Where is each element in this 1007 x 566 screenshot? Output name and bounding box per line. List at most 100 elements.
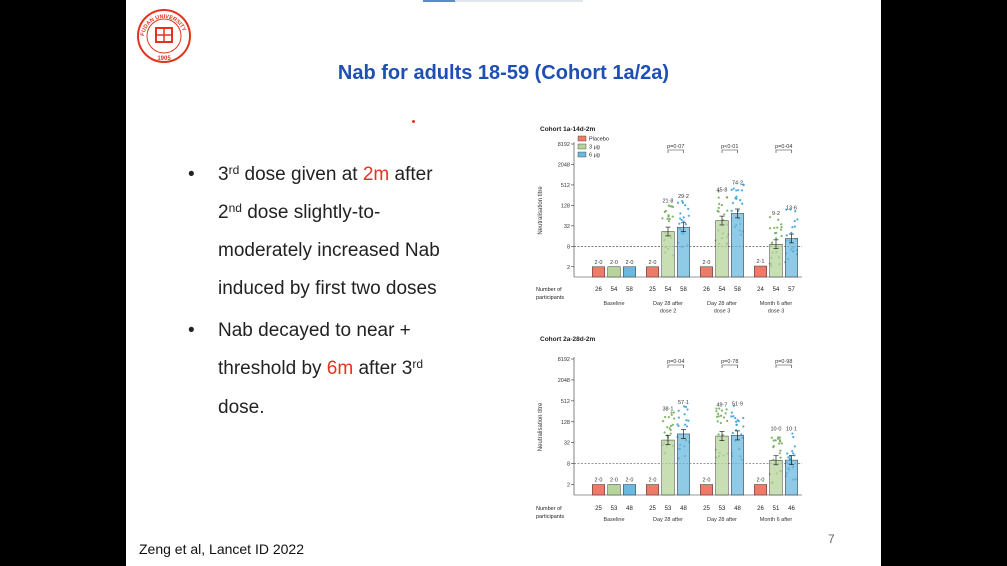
data-point (731, 201, 735, 205)
data-point (778, 442, 781, 445)
data-label: 10·1 (786, 426, 797, 432)
data-point (678, 222, 681, 225)
p-value-label: p=0·07 (667, 144, 684, 150)
data-point (668, 427, 671, 430)
data-point (787, 456, 790, 459)
data-point (682, 216, 685, 219)
data-point (668, 217, 671, 221)
p-value-label: p=0·04 (775, 144, 792, 150)
data-point (774, 439, 777, 442)
data-point (734, 416, 737, 420)
slide-title: Nab for adults 18-59 (Cohort 1a/2a) (337, 62, 670, 84)
p-value-bracket (721, 364, 738, 368)
legend-label: 3 μg (589, 145, 600, 151)
data-point (792, 435, 795, 439)
data-point (774, 231, 777, 235)
data-point (740, 433, 743, 436)
data-label: 57·1 (678, 400, 689, 406)
data-point (791, 450, 794, 453)
data-point (720, 409, 724, 412)
bar (769, 459, 783, 496)
data-point (687, 419, 690, 422)
participant-count: 25 (649, 287, 656, 293)
data-point (672, 205, 675, 209)
y-tick-label: 512 (561, 183, 570, 189)
data-point (779, 449, 782, 452)
participant-count: 25 (703, 506, 710, 512)
group-label: Day 28 after (707, 301, 737, 307)
data-point (778, 436, 782, 439)
bar (700, 266, 713, 278)
data-point (730, 188, 733, 191)
bar (769, 243, 783, 278)
participant-count: 26 (703, 287, 710, 293)
participant-count: 25 (649, 506, 656, 512)
data-label: 2·0 (757, 478, 765, 484)
participant-count: 26 (757, 506, 764, 512)
data-point (718, 407, 721, 410)
data-point (672, 411, 676, 414)
data-point (776, 437, 780, 440)
university-logo: FUDAN UNIVERSITY 1905 (137, 9, 191, 63)
data-point (735, 423, 738, 427)
bar (623, 484, 636, 496)
group-label: Baseline (603, 301, 624, 307)
data-point (780, 226, 783, 229)
data-point (667, 415, 670, 419)
data-point (796, 218, 799, 221)
data-point (770, 436, 773, 439)
data-point (789, 208, 792, 211)
p-value-label: p<0·01 (721, 144, 738, 150)
data-point (671, 423, 674, 426)
data-point (669, 432, 672, 435)
data-point (666, 217, 669, 221)
data-point (773, 226, 776, 230)
data-point (785, 208, 788, 211)
data-point (730, 411, 733, 414)
data-point (715, 415, 719, 418)
data-label: 38·1 (662, 406, 673, 412)
data-label: 45·8 (716, 187, 727, 193)
data-point (772, 444, 775, 448)
p-value-bracket (721, 149, 738, 153)
data-point (676, 423, 679, 426)
participant-count: 26 (595, 287, 602, 293)
p-value-label: p=0·98 (775, 359, 792, 365)
bullet-marker-1: • (188, 164, 195, 185)
data-point (718, 202, 721, 206)
data-point (741, 202, 744, 205)
data-point (717, 433, 720, 436)
data-point (732, 415, 735, 418)
participant-count: 48 (680, 506, 687, 512)
data-point (663, 431, 666, 434)
data-point (684, 423, 687, 426)
bar (661, 231, 675, 278)
data-label: 74·2 (732, 180, 743, 186)
chart-title: Cohort 1a-14d-2m (540, 126, 595, 133)
data-point (676, 201, 680, 204)
bar (607, 266, 621, 278)
data-point (735, 189, 738, 192)
data-label: 2·0 (610, 478, 618, 484)
data-point (661, 420, 665, 423)
p-value-bracket (667, 364, 684, 368)
data-point (790, 231, 793, 234)
bullet1-line3: moderately increased Nab (218, 240, 440, 261)
citation: Zeng et al, Lancet ID 2022 (139, 541, 304, 557)
y-tick-label: 2 (567, 483, 570, 489)
data-label: 49·7 (716, 402, 727, 408)
data-point (780, 223, 783, 226)
data-point (716, 420, 719, 423)
participant-count: 24 (757, 287, 764, 293)
data-point (719, 421, 722, 425)
p-value-label: p=0·04 (667, 359, 684, 365)
data-point (792, 452, 795, 455)
data-label: 13·6 (786, 205, 797, 211)
data-point (667, 204, 670, 207)
data-point (687, 207, 690, 210)
bar (592, 484, 605, 496)
data-label: 2·0 (703, 478, 711, 484)
chart-cohort-1a: Cohort 1a-14d-2m Neutralisation titre 2 8 32… (536, 126, 802, 315)
y-axis-label: Neutralisation titre (538, 186, 544, 235)
bullet2-line2: threshold by 6m after 3rd (218, 357, 424, 379)
